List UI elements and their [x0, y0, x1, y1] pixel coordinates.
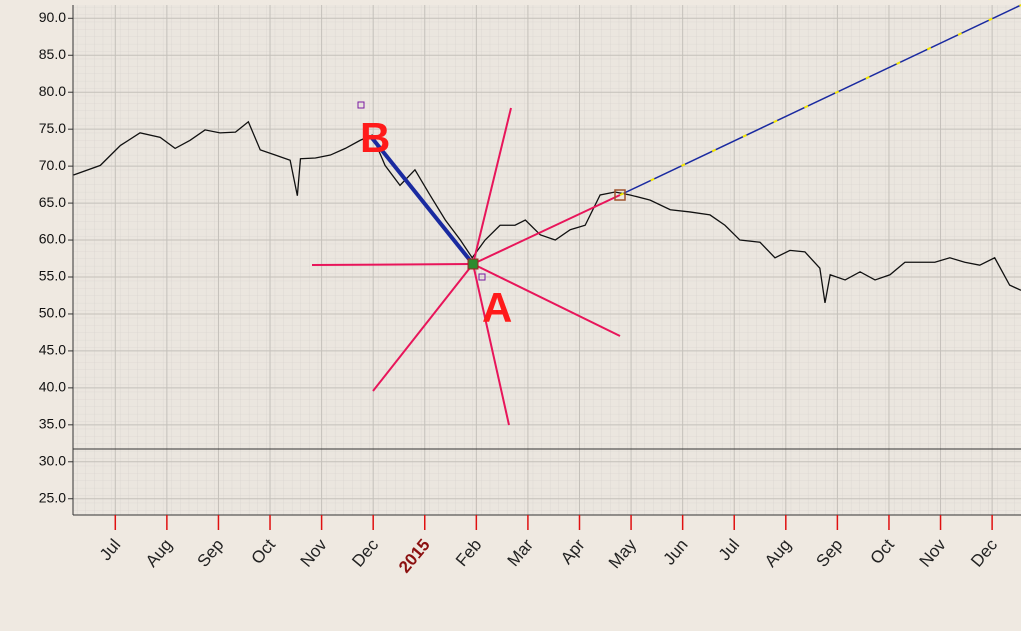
y-tick-label: 35.0: [39, 416, 66, 432]
x-tick-label: Sep: [194, 535, 228, 570]
x-tick-label: Oct: [248, 535, 280, 568]
handle: [614, 189, 626, 201]
handle: [357, 101, 365, 109]
x-tick-label: Aug: [761, 535, 795, 570]
fan-line: [472, 263, 510, 426]
x-tick-label: Jul: [715, 535, 744, 564]
x-tick-label: Nov: [916, 535, 950, 571]
x-tick-label: 2015: [395, 535, 434, 576]
y-tick-label: 40.0: [39, 379, 66, 395]
y-tick-label: 25.0: [39, 489, 66, 505]
annotation: B: [360, 114, 390, 161]
y-tick-label: 50.0: [39, 305, 66, 321]
y-tick-label: 75.0: [39, 120, 66, 136]
x-tick-label: Sep: [812, 535, 846, 570]
fan-line: [472, 107, 512, 265]
fan-line: [311, 263, 474, 266]
extension-line: [619, 4, 1021, 196]
fan-line: [372, 263, 474, 392]
y-tick-label: 90.0: [39, 9, 66, 25]
y-tick-label: 60.0: [39, 231, 66, 247]
price-line: [73, 120, 1021, 303]
y-tick-label: 70.0: [39, 157, 66, 173]
x-tick-label: Dec: [967, 535, 1001, 571]
y-tick-label: 65.0: [39, 194, 66, 210]
x-tick-label: Apr: [557, 535, 589, 568]
y-tick-label: 80.0: [39, 83, 66, 99]
minor-grid: [73, 5, 1021, 515]
trend-line: [370, 136, 475, 266]
x-tick-label: Mar: [504, 535, 538, 570]
x-tick-label: May: [605, 535, 641, 572]
x-tick-label: Oct: [866, 535, 898, 568]
y-tick-label: 30.0: [39, 452, 66, 468]
x-tick-label: Nov: [297, 535, 331, 571]
handle: [478, 273, 486, 281]
x-tick-label: Jun: [660, 535, 692, 568]
y-tick-label: 45.0: [39, 342, 66, 358]
drawing-tools: [311, 4, 1021, 426]
handle: [467, 258, 479, 270]
annotation: A: [482, 284, 512, 331]
fan-line: [472, 263, 621, 337]
x-tick-label: Jul: [96, 535, 125, 564]
trend-line: [472, 194, 621, 265]
x-tick-label: Dec: [348, 535, 382, 571]
x-tick-label: Feb: [452, 535, 485, 570]
y-tick-label: 85.0: [39, 46, 66, 62]
x-tick-label: Aug: [142, 535, 176, 570]
y-tick-label: 55.0: [39, 268, 66, 284]
